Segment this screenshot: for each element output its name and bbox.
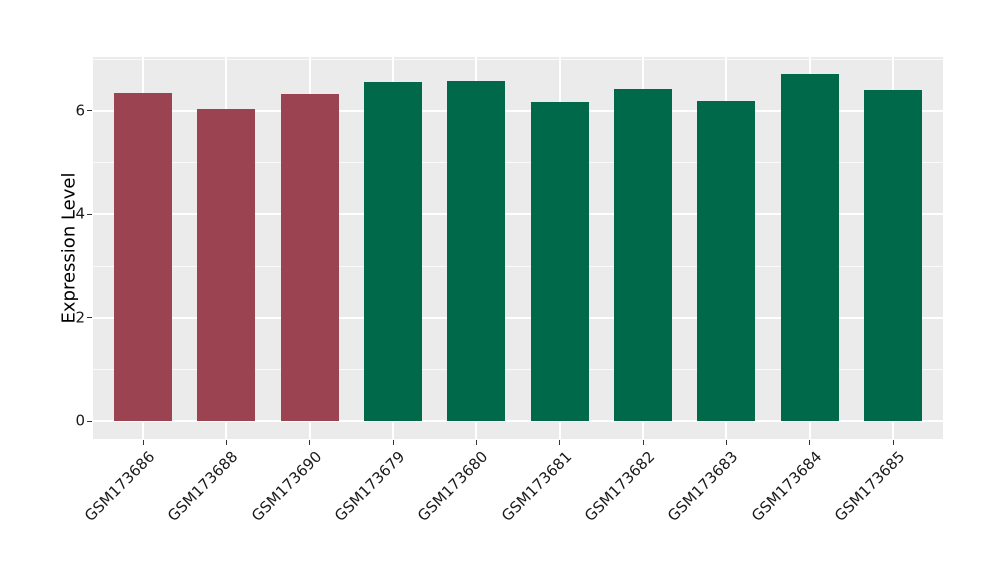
y-tick-label: 4: [75, 204, 85, 223]
y-tick-label: 2: [75, 308, 85, 327]
bar: [363, 82, 423, 422]
y-tick-mark: [87, 213, 92, 215]
x-tick-mark: [475, 440, 477, 445]
bar: [530, 101, 589, 422]
y-tick-label: 0: [75, 411, 85, 430]
gridline-major-h: [93, 420, 943, 423]
y-tick-mark: [87, 110, 92, 112]
x-tick-mark: [559, 440, 561, 445]
bar: [863, 89, 923, 422]
gridline-minor-h: [93, 58, 943, 60]
bar: [113, 92, 173, 422]
x-tick-mark: [309, 440, 311, 445]
x-tick-mark: [642, 440, 644, 445]
y-tick-mark: [87, 317, 92, 319]
y-axis-title: Expression Level: [58, 172, 80, 324]
x-tick-mark: [892, 440, 894, 445]
gridline-minor-h: [93, 265, 943, 267]
x-tick-mark: [142, 440, 144, 445]
y-tick-mark: [87, 420, 92, 422]
gridline-major-h: [93, 109, 943, 112]
x-tick-mark: [225, 440, 227, 445]
bar: [780, 73, 839, 422]
x-tick-label: GSM173685: [830, 447, 909, 525]
bar: [197, 109, 256, 422]
x-tick-mark: [725, 440, 727, 445]
bar: [447, 80, 506, 422]
gridline-minor-h: [93, 162, 943, 164]
gridline-minor-h: [93, 369, 943, 371]
gridline-major-h: [93, 213, 943, 216]
y-tick-label: 6: [75, 101, 85, 120]
x-tick-mark: [809, 440, 811, 445]
x-tick-mark: [392, 440, 394, 445]
bar: [280, 93, 339, 422]
gridline-major-h: [93, 316, 943, 319]
bar: [697, 100, 756, 422]
bar: [613, 89, 673, 422]
